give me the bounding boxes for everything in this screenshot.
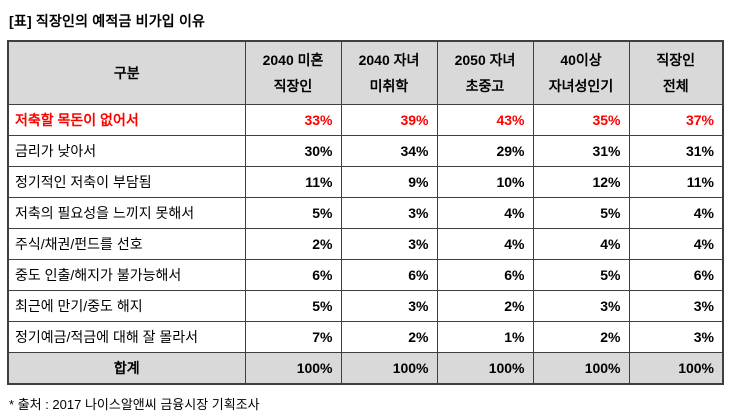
value-cell: 4%: [628, 227, 724, 260]
value-cell: 34%: [340, 134, 438, 167]
value-cell: 43%: [436, 103, 534, 136]
row-label: 주식/채권/펀드를 선호: [7, 227, 246, 260]
column-header: 2040 자녀 미취학: [340, 40, 438, 105]
value-cell: 100%: [532, 351, 630, 385]
value-cell: 3%: [628, 320, 724, 353]
table-row: 주식/채권/펀드를 선호 2% 3% 4% 4% 4%: [7, 227, 724, 260]
column-header-category: 구분: [7, 40, 246, 105]
table-row: 정기적인 저축이 부담됨 11% 9% 10% 12% 11%: [7, 165, 724, 198]
column-header: 2050 자녀 초중고: [436, 40, 534, 105]
value-cell: 10%: [436, 165, 534, 198]
column-header: 40이상 자녀성인기: [532, 40, 630, 105]
value-cell: 100%: [628, 351, 724, 385]
header-line-1: 40이상: [560, 51, 602, 68]
table-title: [표] 직장인의 예적금 비가입 이유: [9, 13, 206, 29]
value-cell: 2%: [244, 227, 342, 260]
row-label: 저축의 필요성을 느끼지 못해서: [7, 196, 246, 229]
value-cell: 2%: [532, 320, 630, 353]
value-cell: 5%: [244, 289, 342, 322]
value-cell: 31%: [628, 134, 724, 167]
data-table: 구분 2040 미혼 직장인 2040 자녀 미취학 2050 자녀 초중고 4…: [7, 40, 724, 385]
source-note: * 출처 : 2017 나이스알앤씨 금융시장 기획조사: [9, 397, 260, 412]
value-cell: 6%: [340, 258, 438, 291]
value-cell: 11%: [244, 165, 342, 198]
header-line-2: 미취학: [369, 77, 409, 94]
value-cell: 4%: [436, 227, 534, 260]
value-cell: 11%: [628, 165, 724, 198]
value-cell: 6%: [436, 258, 534, 291]
row-label: 저축할 목돈이 없어서: [7, 103, 246, 136]
row-label: 정기예금/적금에 대해 잘 몰라서: [7, 320, 246, 353]
row-label: 최근에 만기/중도 해지: [7, 289, 246, 322]
value-cell: 4%: [628, 196, 724, 229]
header-line-2: 초중고: [465, 77, 505, 94]
header-line-1: 2050 자녀: [454, 51, 516, 68]
total-row: 합계 100% 100% 100% 100% 100%: [7, 351, 724, 385]
value-cell: 100%: [436, 351, 534, 385]
table-row: 최근에 만기/중도 해지 5% 3% 2% 3% 3%: [7, 289, 724, 322]
row-label: 중도 인출/해지가 불가능해서: [7, 258, 246, 291]
header-line-1: 2040 미혼: [262, 51, 324, 68]
value-cell: 5%: [532, 258, 630, 291]
value-cell: 100%: [244, 351, 342, 385]
value-cell: 3%: [340, 289, 438, 322]
value-cell: 5%: [532, 196, 630, 229]
value-cell: 4%: [532, 227, 630, 260]
row-label: 금리가 낮아서: [7, 134, 246, 167]
value-cell: 2%: [436, 289, 534, 322]
value-cell: 35%: [532, 103, 630, 136]
value-cell: 100%: [340, 351, 438, 385]
value-cell: 3%: [628, 289, 724, 322]
value-cell: 4%: [436, 196, 534, 229]
value-cell: 3%: [340, 196, 438, 229]
value-cell: 3%: [532, 289, 630, 322]
header-line-2: 자녀성인기: [548, 77, 614, 94]
value-cell: 3%: [340, 227, 438, 260]
table-row: 저축의 필요성을 느끼지 못해서 5% 3% 4% 5% 4%: [7, 196, 724, 229]
value-cell: 7%: [244, 320, 342, 353]
header-line-2: 전체: [662, 77, 689, 94]
table-row: 정기예금/적금에 대해 잘 몰라서 7% 2% 1% 2% 3%: [7, 320, 724, 353]
value-cell: 9%: [340, 165, 438, 198]
value-cell: 5%: [244, 196, 342, 229]
table-row: 저축할 목돈이 없어서 33% 39% 43% 35% 37%: [7, 103, 724, 136]
value-cell: 2%: [340, 320, 438, 353]
column-header: 직장인 전체: [628, 40, 724, 105]
value-cell: 29%: [436, 134, 534, 167]
value-cell: 12%: [532, 165, 630, 198]
value-cell: 30%: [244, 134, 342, 167]
total-label: 합계: [7, 351, 246, 385]
header-row: 구분 2040 미혼 직장인 2040 자녀 미취학 2050 자녀 초중고 4…: [7, 40, 724, 105]
value-cell: 33%: [244, 103, 342, 136]
row-label: 정기적인 저축이 부담됨: [7, 165, 246, 198]
header-line-1: 직장인: [656, 51, 696, 68]
header-line-2: 직장인: [273, 77, 313, 94]
column-header: 2040 미혼 직장인: [244, 40, 342, 105]
table-row: 금리가 낮아서 30% 34% 29% 31% 31%: [7, 134, 724, 167]
value-cell: 6%: [628, 258, 724, 291]
value-cell: 37%: [628, 103, 724, 136]
value-cell: 1%: [436, 320, 534, 353]
value-cell: 31%: [532, 134, 630, 167]
value-cell: 6%: [244, 258, 342, 291]
value-cell: 39%: [340, 103, 438, 136]
table-row: 중도 인출/해지가 불가능해서 6% 6% 6% 5% 6%: [7, 258, 724, 291]
header-line-1: 2040 자녀: [358, 51, 420, 68]
